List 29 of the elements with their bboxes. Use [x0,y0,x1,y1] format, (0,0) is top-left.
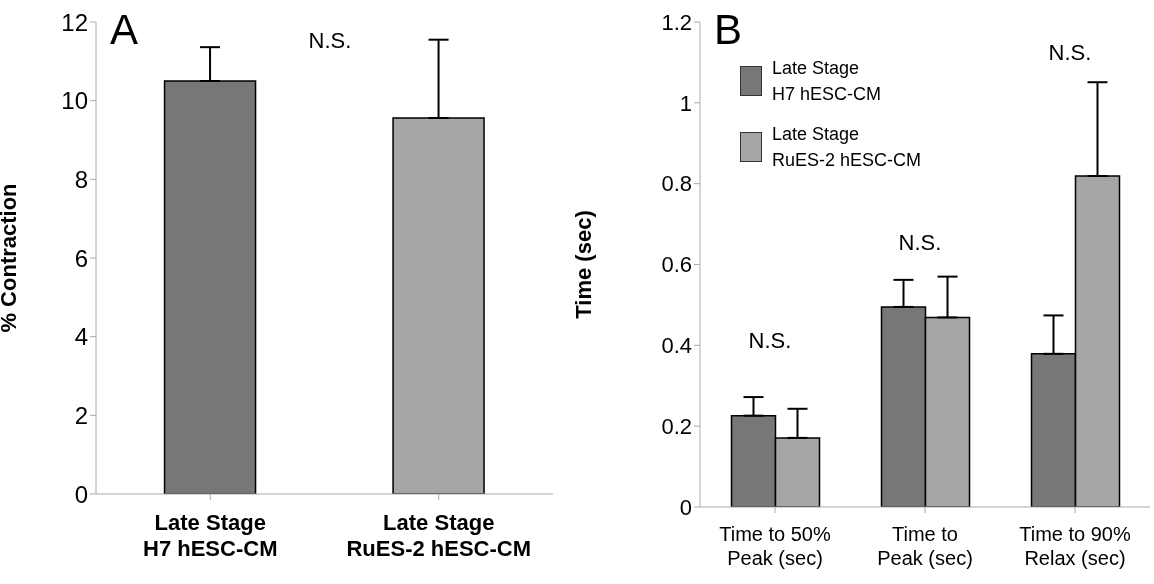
y-tick-label: 10 [61,87,88,115]
y-tick-label: 0.8 [661,171,692,197]
legend-label: Late Stage RuES-2 hESC-CM [772,123,922,172]
y-tick-label: 2 [74,401,88,429]
y-tick-label: 0.4 [661,333,692,359]
annotation: N.S. [307,28,353,54]
chart-title: B [714,6,743,54]
y-tick-label: 0.2 [661,413,692,439]
y-tick-label: 6 [74,244,88,272]
y-tick-label: 0 [74,480,88,508]
y-tick-label: 12 [61,8,88,36]
x-tick-label: Time to Peak (sec) [877,523,973,569]
x-tick-label: Late Stage H7 hESC-CM [143,510,278,562]
y-tick-label: 4 [74,323,88,351]
annotation: N.S. [1047,40,1093,66]
y-axis-title: Time (sec) [570,210,596,319]
y-tick-label: 0 [679,494,692,520]
y-tick-label: 1.2 [661,9,692,35]
legend-label: Late Stage H7 hESC-CM [772,57,882,106]
x-tick-label: Late Stage RuES-2 hESC-CM [346,510,532,562]
chart-title: A [110,6,139,54]
y-tick-label: 1 [679,90,692,116]
y-tick-label: 8 [74,165,88,193]
y-axis-title: % Contraction [0,183,21,333]
x-tick-label: Time to 90% Relax (sec) [1019,523,1131,569]
annotation: N.S. [747,328,793,354]
x-tick-label: Time to 50% Peak (sec) [719,523,831,569]
y-tick-label: 0.6 [661,252,692,278]
annotation: N.S. [897,230,943,256]
